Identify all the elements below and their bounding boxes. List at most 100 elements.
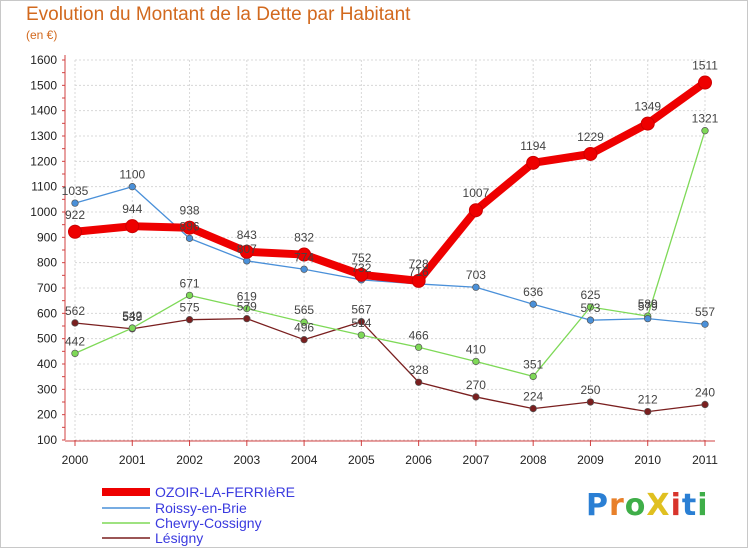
data-label-ozoir-la-ferrie-re: 1511 bbox=[692, 59, 718, 73]
data-label-roissy-en-brie: 573 bbox=[580, 301, 600, 315]
data-point-roissy-en-brie bbox=[472, 283, 480, 291]
data-label-chevry-cossigny: 565 bbox=[294, 303, 314, 317]
data-point-le-signy bbox=[357, 318, 366, 326]
data-label-roissy-en-brie: 774 bbox=[294, 250, 314, 264]
data-label-le-signy: 250 bbox=[580, 383, 600, 397]
data-point-roissy-en-brie bbox=[529, 300, 537, 308]
x-tick-label: 2006 bbox=[405, 453, 432, 467]
data-point-le-signy bbox=[644, 407, 652, 416]
data-label-roissy-en-brie: 732 bbox=[351, 261, 371, 275]
y-tick-label: 1400 bbox=[30, 104, 57, 118]
data-point-roissy-en-brie bbox=[586, 316, 595, 324]
data-point-ozoir-la-ferrie-re bbox=[468, 203, 483, 218]
x-tick-label: 2003 bbox=[233, 453, 260, 467]
data-point-chevry-cossigny bbox=[357, 331, 366, 339]
data-label-le-signy: 579 bbox=[237, 300, 257, 314]
data-point-le-signy bbox=[414, 378, 423, 386]
data-label-chevry-cossigny: 514 bbox=[351, 316, 371, 330]
series-line-chevry-cossigny bbox=[74, 130, 706, 378]
data-point-ozoir-la-ferrie-re bbox=[411, 273, 426, 288]
x-tick-label: 2005 bbox=[348, 453, 375, 467]
data-point-roissy-en-brie bbox=[644, 315, 652, 323]
data-label-roissy-en-brie: 557 bbox=[695, 305, 715, 319]
data-point-ozoir-la-ferrie-re bbox=[297, 247, 312, 262]
data-label-le-signy: 567 bbox=[351, 303, 371, 317]
data-point-ozoir-la-ferrie-re bbox=[698, 75, 712, 90]
y-tick-label: 1200 bbox=[30, 154, 57, 168]
data-label-le-signy: 496 bbox=[294, 321, 314, 335]
x-tick-label: 2000 bbox=[62, 453, 89, 467]
data-label-chevry-cossigny: 619 bbox=[237, 290, 257, 304]
y-tick-label: 1600 bbox=[30, 53, 57, 67]
data-label-ozoir-la-ferrie-re: 832 bbox=[294, 231, 314, 245]
proxiti-logo: ProXiti bbox=[586, 488, 709, 523]
legend-label-chevry-cossigny: Chevry-Cossigny bbox=[155, 515, 262, 531]
data-point-chevry-cossigny bbox=[472, 357, 480, 366]
data-label-ozoir-la-ferrie-re: 752 bbox=[351, 251, 371, 265]
legend-label-le-signy: Lésigny bbox=[155, 530, 203, 546]
x-tick-label: 2001 bbox=[119, 453, 146, 467]
y-tick-label: 600 bbox=[37, 306, 57, 320]
data-point-le-signy bbox=[701, 400, 709, 409]
x-tick-label: 2004 bbox=[291, 453, 318, 467]
data-label-chevry-cossigny: 1321 bbox=[692, 112, 719, 126]
legend-label-roissy-en-brie: Roissy-en-Brie bbox=[155, 500, 247, 516]
y-tick-label: 300 bbox=[37, 382, 57, 396]
data-point-roissy-en-brie bbox=[701, 320, 709, 328]
data-point-roissy-en-brie bbox=[300, 265, 308, 273]
data-point-chevry-cossigny bbox=[414, 343, 423, 351]
data-label-chevry-cossigny: 625 bbox=[580, 288, 600, 302]
y-tick-label: 700 bbox=[37, 281, 57, 295]
chart-title: Evolution du Montant de la Dette par Hab… bbox=[26, 4, 411, 25]
y-tick-label: 900 bbox=[37, 230, 57, 244]
data-point-ozoir-la-ferrie-re bbox=[526, 155, 541, 170]
data-label-roissy-en-brie: 579 bbox=[638, 300, 658, 314]
data-point-chevry-cossigny bbox=[586, 303, 595, 311]
data-point-chevry-cossigny bbox=[243, 304, 251, 313]
data-point-le-signy bbox=[300, 336, 308, 344]
data-label-le-signy: 270 bbox=[466, 378, 486, 392]
data-point-ozoir-la-ferrie-re bbox=[354, 267, 369, 282]
data-point-roissy-en-brie bbox=[185, 234, 194, 242]
data-label-chevry-cossigny: 589 bbox=[638, 297, 658, 311]
data-label-le-signy: 328 bbox=[409, 363, 429, 377]
data-point-le-signy bbox=[185, 316, 194, 324]
data-label-roissy-en-brie: 807 bbox=[237, 242, 257, 256]
data-label-roissy-en-brie: 1100 bbox=[119, 168, 145, 182]
data-label-ozoir-la-ferrie-re: 728 bbox=[409, 257, 429, 271]
data-point-chevry-cossigny bbox=[701, 127, 709, 135]
data-label-le-signy: 224 bbox=[523, 390, 543, 404]
y-tick-label: 1000 bbox=[30, 205, 57, 219]
data-point-le-signy bbox=[472, 393, 480, 401]
data-label-roissy-en-brie: 1035 bbox=[62, 184, 89, 198]
data-label-chevry-cossigny: 351 bbox=[523, 357, 543, 371]
data-point-chevry-cossigny bbox=[185, 291, 194, 299]
data-label-ozoir-la-ferrie-re: 1229 bbox=[577, 130, 604, 144]
y-tick-label: 400 bbox=[37, 357, 57, 371]
y-tick-label: 1300 bbox=[30, 129, 57, 143]
data-label-chevry-cossigny: 466 bbox=[409, 328, 429, 342]
x-tick-label: 2008 bbox=[520, 453, 547, 467]
data-label-chevry-cossigny: 442 bbox=[65, 334, 85, 348]
y-tick-label: 100 bbox=[37, 433, 57, 447]
data-point-ozoir-la-ferrie-re bbox=[640, 116, 655, 131]
data-label-le-signy: 212 bbox=[638, 393, 658, 407]
data-label-ozoir-la-ferrie-re: 1194 bbox=[520, 139, 546, 153]
data-label-ozoir-la-ferrie-re: 922 bbox=[65, 208, 85, 222]
data-point-le-signy bbox=[586, 398, 595, 406]
y-tick-label: 1500 bbox=[30, 78, 57, 92]
y-tick-label: 1100 bbox=[31, 180, 57, 194]
data-label-ozoir-la-ferrie-re: 843 bbox=[237, 228, 257, 242]
data-point-chevry-cossigny bbox=[128, 324, 136, 332]
data-point-ozoir-la-ferrie-re bbox=[583, 146, 598, 161]
data-point-chevry-cossigny bbox=[300, 318, 308, 326]
x-tick-label: 2011 bbox=[692, 453, 718, 467]
data-label-ozoir-la-ferrie-re: 938 bbox=[180, 204, 200, 218]
data-point-le-signy bbox=[243, 315, 251, 323]
series-line-le-signy bbox=[74, 318, 706, 413]
data-label-roissy-en-brie: 636 bbox=[523, 285, 543, 299]
x-tick-label: 2010 bbox=[634, 453, 661, 467]
x-tick-label: 2002 bbox=[176, 453, 203, 467]
data-label-roissy-en-brie: 896 bbox=[180, 219, 200, 233]
chart-subtitle: (en €) bbox=[26, 28, 58, 42]
